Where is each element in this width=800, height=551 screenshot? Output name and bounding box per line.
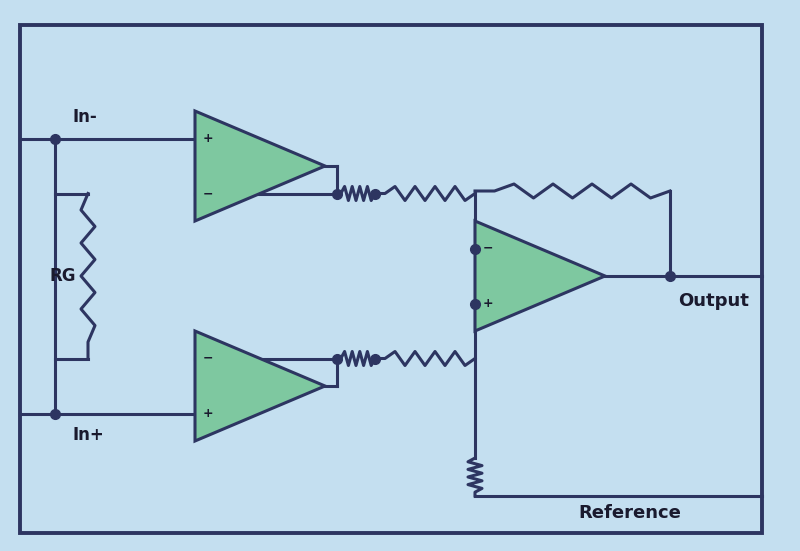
Text: +: + bbox=[483, 297, 494, 310]
Text: +: + bbox=[203, 407, 214, 420]
Text: +: + bbox=[203, 132, 214, 145]
Text: Output: Output bbox=[678, 292, 749, 310]
Text: Reference: Reference bbox=[578, 504, 682, 522]
Polygon shape bbox=[195, 111, 325, 221]
Text: −: − bbox=[203, 352, 214, 365]
Text: In+: In+ bbox=[72, 426, 104, 445]
Polygon shape bbox=[195, 331, 325, 441]
Text: In-: In- bbox=[72, 107, 97, 126]
Polygon shape bbox=[475, 221, 605, 331]
Text: RG: RG bbox=[50, 267, 76, 285]
FancyBboxPatch shape bbox=[20, 25, 762, 533]
Text: −: − bbox=[203, 187, 214, 200]
Text: −: − bbox=[483, 242, 494, 255]
